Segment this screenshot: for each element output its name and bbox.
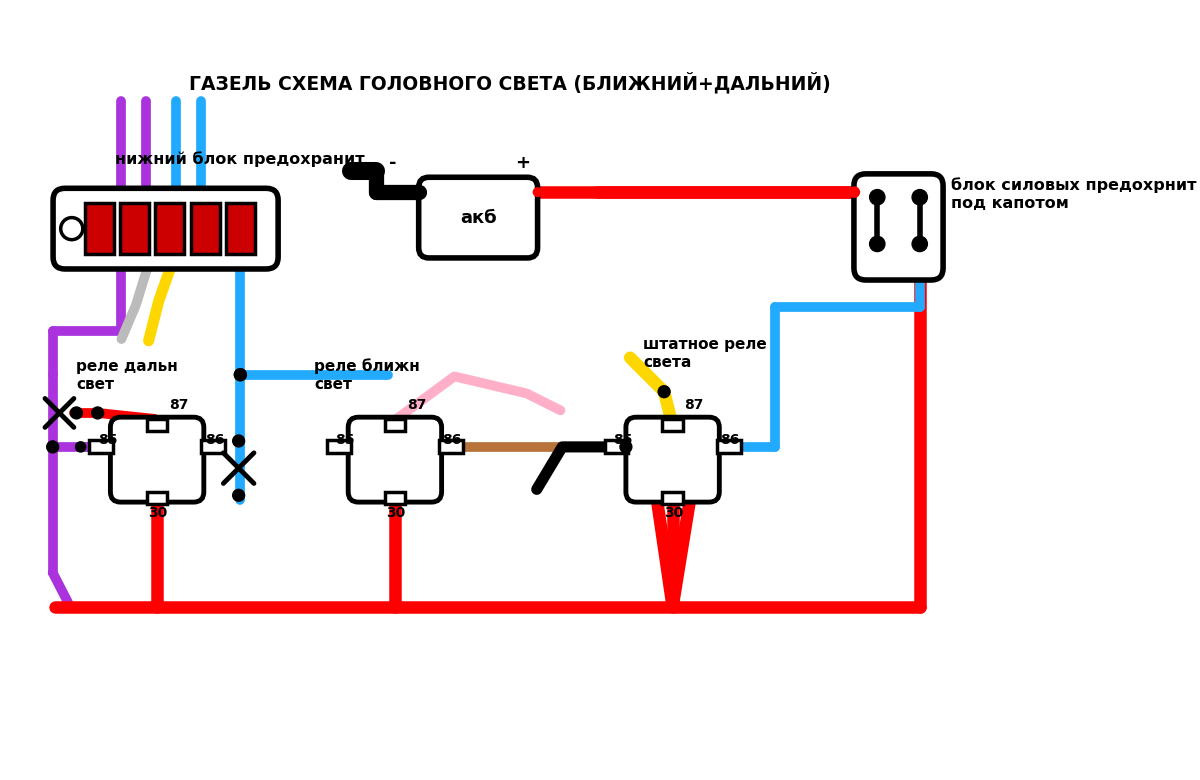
Bar bbox=[385, 419, 406, 431]
Circle shape bbox=[47, 441, 59, 453]
Text: ГАЗЕЛЬ СХЕМА ГОЛОВНОГО СВЕТА (БЛИЖНИЙ+ДАЛЬНИЙ): ГАЗЕЛЬ СХЕМА ГОЛОВНОГО СВЕТА (БЛИЖНИЙ+ДА… bbox=[188, 72, 830, 94]
Text: 30: 30 bbox=[664, 506, 683, 520]
FancyBboxPatch shape bbox=[348, 417, 442, 502]
Bar bbox=[85, 203, 114, 254]
Circle shape bbox=[912, 190, 928, 205]
Bar bbox=[439, 440, 463, 453]
Circle shape bbox=[233, 435, 245, 447]
FancyBboxPatch shape bbox=[626, 417, 719, 502]
Bar bbox=[662, 419, 683, 431]
Text: 85: 85 bbox=[336, 434, 355, 448]
Bar bbox=[191, 203, 220, 254]
Text: реле дальн
свет: реле дальн свет bbox=[77, 360, 178, 392]
Text: 86: 86 bbox=[720, 434, 739, 448]
Text: 86: 86 bbox=[205, 434, 224, 448]
Circle shape bbox=[533, 188, 542, 197]
Circle shape bbox=[870, 190, 884, 205]
Circle shape bbox=[850, 187, 859, 197]
Text: 86: 86 bbox=[443, 434, 462, 448]
Bar bbox=[146, 419, 167, 431]
Text: 87: 87 bbox=[169, 398, 188, 412]
Circle shape bbox=[61, 218, 83, 239]
Text: 87: 87 bbox=[407, 398, 426, 412]
Bar bbox=[120, 203, 149, 254]
Circle shape bbox=[870, 236, 884, 252]
Circle shape bbox=[233, 489, 245, 502]
Bar bbox=[156, 203, 185, 254]
Circle shape bbox=[234, 369, 246, 381]
FancyBboxPatch shape bbox=[53, 188, 278, 269]
Circle shape bbox=[71, 407, 83, 419]
FancyBboxPatch shape bbox=[854, 174, 943, 280]
FancyBboxPatch shape bbox=[110, 417, 204, 502]
Text: акб: акб bbox=[460, 208, 497, 227]
Circle shape bbox=[234, 369, 246, 381]
Text: реле ближн
свет: реле ближн свет bbox=[314, 359, 420, 392]
FancyBboxPatch shape bbox=[419, 177, 538, 258]
Bar bbox=[89, 440, 113, 453]
Circle shape bbox=[658, 386, 670, 398]
Bar bbox=[662, 492, 683, 504]
Text: -: - bbox=[390, 154, 397, 172]
Circle shape bbox=[91, 407, 103, 419]
Text: блок силовых предохрнит
под капотом: блок силовых предохрнит под капотом bbox=[952, 178, 1196, 211]
Bar bbox=[146, 492, 167, 504]
Bar bbox=[226, 203, 254, 254]
Bar bbox=[202, 440, 226, 453]
Text: +: + bbox=[515, 154, 529, 172]
Text: 87: 87 bbox=[684, 398, 704, 412]
Bar bbox=[605, 440, 629, 453]
Bar bbox=[385, 492, 406, 504]
Bar bbox=[716, 440, 740, 453]
Text: нижний блок предохранит: нижний блок предохранит bbox=[115, 152, 365, 168]
Text: штатное реле
света: штатное реле света bbox=[643, 337, 767, 370]
Circle shape bbox=[912, 236, 928, 252]
Text: 85: 85 bbox=[97, 434, 118, 448]
Text: 30: 30 bbox=[386, 506, 406, 520]
Circle shape bbox=[620, 441, 632, 453]
Text: 30: 30 bbox=[149, 506, 168, 520]
Text: 85: 85 bbox=[613, 434, 632, 448]
Circle shape bbox=[76, 441, 85, 452]
Bar bbox=[326, 440, 350, 453]
